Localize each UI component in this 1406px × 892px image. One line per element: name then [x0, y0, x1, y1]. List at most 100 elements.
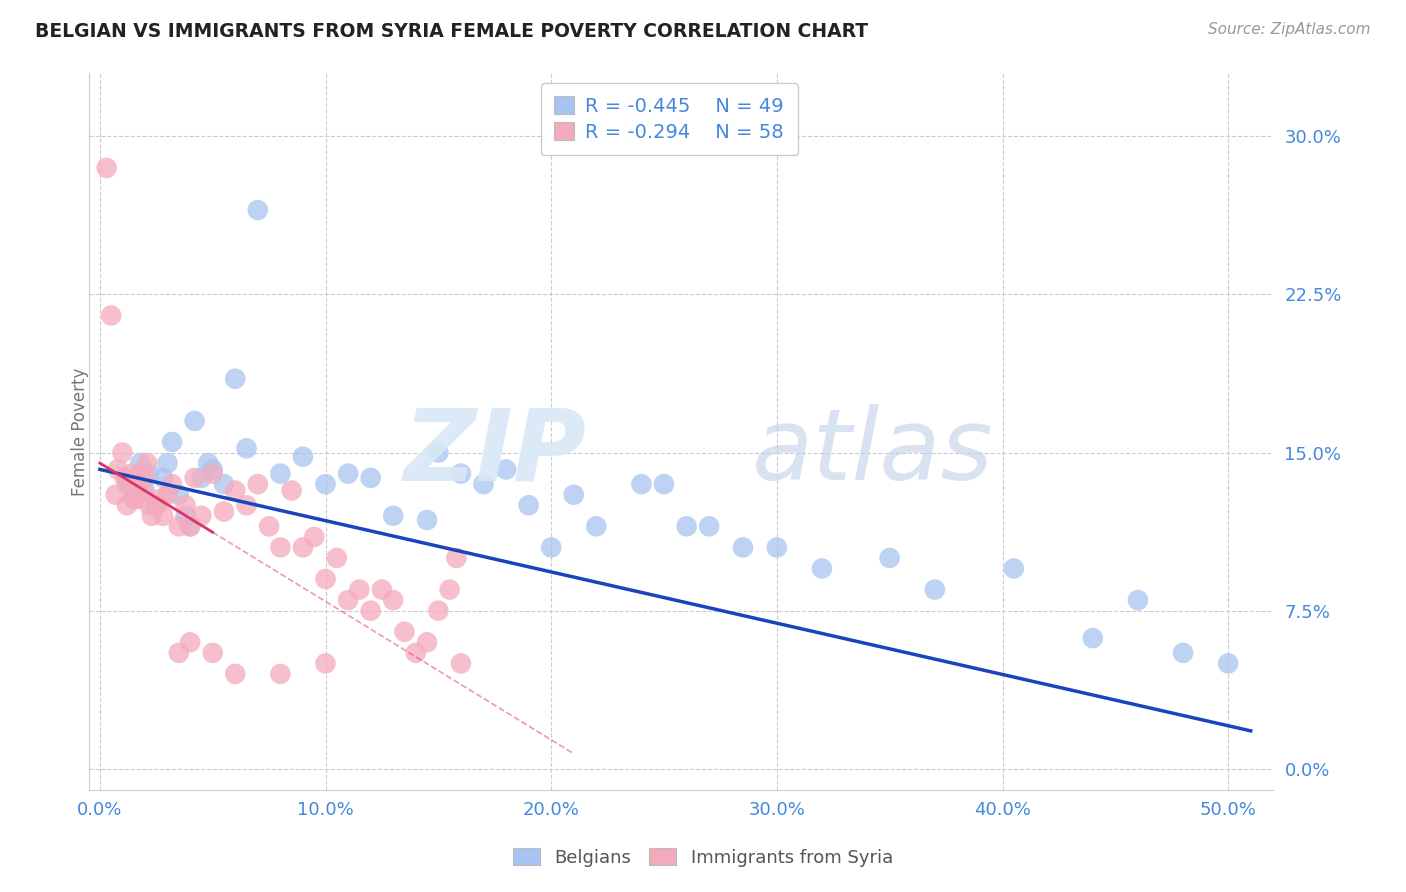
Point: [129, 467, 152, 481]
Point: [104, 488, 127, 502]
Point: [1171, 646, 1194, 660]
Point: [145, 498, 167, 512]
Point: [125, 477, 148, 491]
Text: BELGIAN VS IMMIGRANTS FROM SYRIA FEMALE POVERTY CORRELATION CHART: BELGIAN VS IMMIGRANTS FROM SYRIA FEMALE …: [35, 22, 869, 41]
Point: [201, 646, 224, 660]
Point: [160, 477, 183, 491]
Point: [280, 483, 302, 498]
Point: [122, 491, 145, 506]
Point: [427, 445, 450, 459]
Point: [697, 519, 720, 533]
Point: [160, 435, 183, 450]
Point: [371, 582, 394, 597]
Point: [212, 477, 235, 491]
Point: [315, 657, 337, 671]
Point: [120, 467, 142, 481]
Point: [675, 519, 697, 533]
Point: [382, 593, 405, 607]
Point: [446, 551, 468, 566]
Point: [924, 582, 946, 597]
Point: [652, 477, 675, 491]
Point: [450, 467, 472, 481]
Point: [337, 467, 360, 481]
Point: [100, 309, 122, 323]
Point: [585, 519, 607, 533]
Point: [517, 498, 540, 512]
Point: [315, 477, 337, 491]
Point: [149, 491, 172, 506]
Point: [114, 471, 136, 485]
Point: [141, 508, 163, 523]
Point: [495, 462, 517, 476]
Point: [129, 456, 152, 470]
Point: [326, 551, 349, 566]
Point: [257, 519, 280, 533]
Point: [134, 471, 156, 485]
Point: [156, 456, 179, 470]
Point: [152, 508, 174, 523]
Point: [167, 646, 190, 660]
Point: [115, 477, 138, 491]
Point: [269, 667, 291, 681]
Point: [127, 491, 149, 506]
Point: [427, 604, 450, 618]
Point: [1126, 593, 1149, 607]
Point: [115, 498, 138, 512]
Point: [201, 462, 224, 476]
Point: [132, 483, 155, 498]
Text: ZIP: ZIP: [404, 404, 586, 501]
Legend: R = -0.445    N = 49, R = -0.294    N = 58: R = -0.445 N = 49, R = -0.294 N = 58: [541, 83, 797, 155]
Point: [224, 667, 246, 681]
Point: [190, 471, 212, 485]
Point: [766, 541, 789, 555]
Point: [183, 414, 205, 428]
Point: [174, 508, 197, 523]
Point: [224, 483, 246, 498]
Point: [96, 161, 118, 175]
Legend: Belgians, Immigrants from Syria: Belgians, Immigrants from Syria: [506, 841, 900, 874]
Point: [134, 483, 156, 498]
Point: [190, 508, 212, 523]
Point: [382, 508, 405, 523]
Point: [472, 477, 495, 491]
Point: [201, 467, 224, 481]
Point: [156, 488, 179, 502]
Point: [167, 488, 190, 502]
Point: [212, 505, 235, 519]
Point: [269, 467, 291, 481]
Point: [1002, 561, 1025, 575]
Point: [291, 450, 314, 464]
Point: [167, 519, 190, 533]
Point: [269, 541, 291, 555]
Point: [405, 646, 427, 660]
Point: [630, 477, 652, 491]
Point: [138, 498, 160, 512]
Point: [197, 456, 219, 470]
Point: [111, 445, 134, 459]
Text: Source: ZipAtlas.com: Source: ZipAtlas.com: [1208, 22, 1371, 37]
Point: [360, 471, 382, 485]
Point: [291, 541, 314, 555]
Point: [540, 541, 562, 555]
Text: atlas: atlas: [752, 404, 994, 501]
Point: [235, 498, 257, 512]
Point: [360, 604, 382, 618]
Point: [416, 635, 439, 649]
Point: [179, 519, 201, 533]
Point: [179, 635, 201, 649]
Point: [562, 488, 585, 502]
Point: [731, 541, 754, 555]
Point: [394, 624, 416, 639]
Point: [152, 471, 174, 485]
Point: [439, 582, 461, 597]
Point: [224, 372, 246, 386]
Point: [416, 513, 439, 527]
Point: [302, 530, 325, 544]
Point: [118, 477, 141, 491]
Point: [246, 477, 269, 491]
Point: [315, 572, 337, 586]
Point: [349, 582, 371, 597]
Y-axis label: Female Poverty: Female Poverty: [72, 368, 89, 496]
Point: [145, 498, 167, 512]
Point: [1218, 657, 1240, 671]
